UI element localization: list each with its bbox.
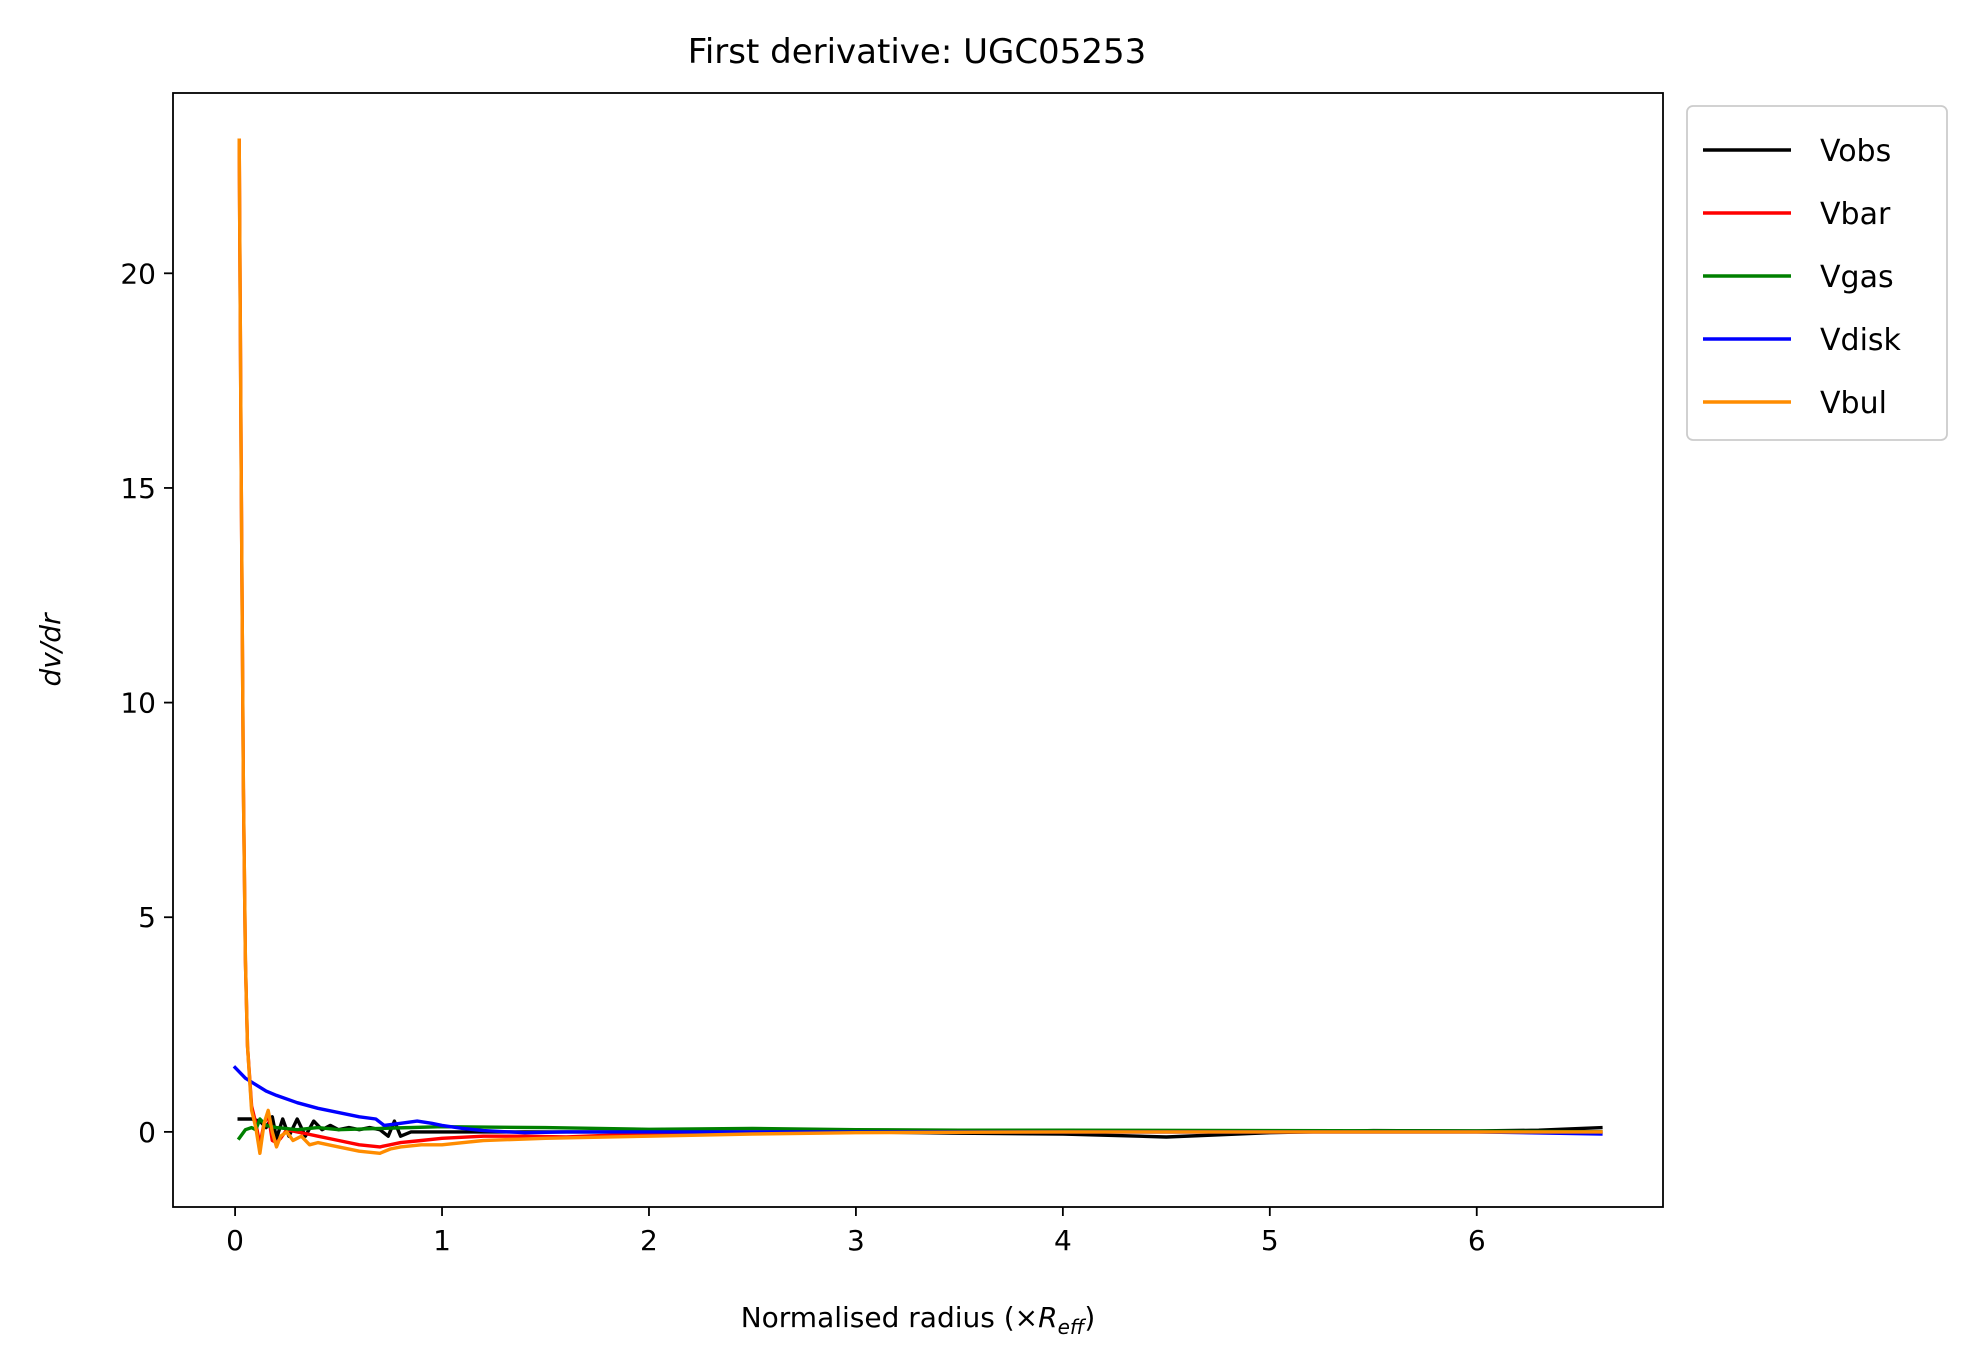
y-tick-label: 10: [120, 687, 156, 720]
legend-label-vobs: Vobs: [1820, 134, 1891, 169]
x-tick-label: 6: [1468, 1224, 1486, 1257]
y-tick-label: 5: [138, 901, 156, 934]
x-axis-label-subscript: eff: [1058, 1315, 1087, 1339]
plot-area: [172, 92, 1664, 1208]
y-tick-label: 0: [138, 1116, 156, 1149]
x-axis-label: Normalised radius (×Reff): [741, 1301, 1096, 1339]
y-tick-label: 15: [120, 472, 156, 505]
x-tick-label: 1: [433, 1224, 451, 1257]
x-axis-label-main: Normalised radius (×: [741, 1301, 1038, 1334]
y-axis-ticks: 0 5 10 15 20: [120, 257, 173, 1149]
legend-label-vbar: Vbar: [1820, 197, 1891, 232]
series-line-vobs: [237, 1115, 1603, 1141]
x-tick-label: 5: [1261, 1224, 1279, 1257]
chart-title: First derivative: UGC05253: [688, 32, 1146, 72]
legend-box: [1686, 105, 1948, 441]
plot-frame: [172, 92, 1664, 1208]
legend-label-vgas: Vgas: [1820, 260, 1894, 295]
x-tick-label: 3: [847, 1224, 865, 1257]
y-tick-label: 20: [120, 257, 156, 290]
x-tick-label: 0: [226, 1224, 244, 1257]
y-axis-label: dv/dr: [34, 612, 67, 687]
series-line-vbul: [237, 138, 1603, 1156]
legend-label-vbul: Vbul: [1820, 386, 1887, 421]
x-axis-ticks: 0 1 2 3 4 5 6: [226, 1207, 1486, 1257]
legend: Vobs Vbar Vgas Vdisk Vbul: [1686, 105, 1948, 441]
x-tick-label: 4: [1054, 1224, 1072, 1257]
x-axis-label-symbol: R: [1038, 1301, 1057, 1334]
x-axis-label-close: ): [1084, 1301, 1095, 1334]
x-tick-label: 2: [640, 1224, 658, 1257]
series-layer: [232, 138, 1603, 1156]
legend-label-vdisk: Vdisk: [1820, 323, 1902, 358]
